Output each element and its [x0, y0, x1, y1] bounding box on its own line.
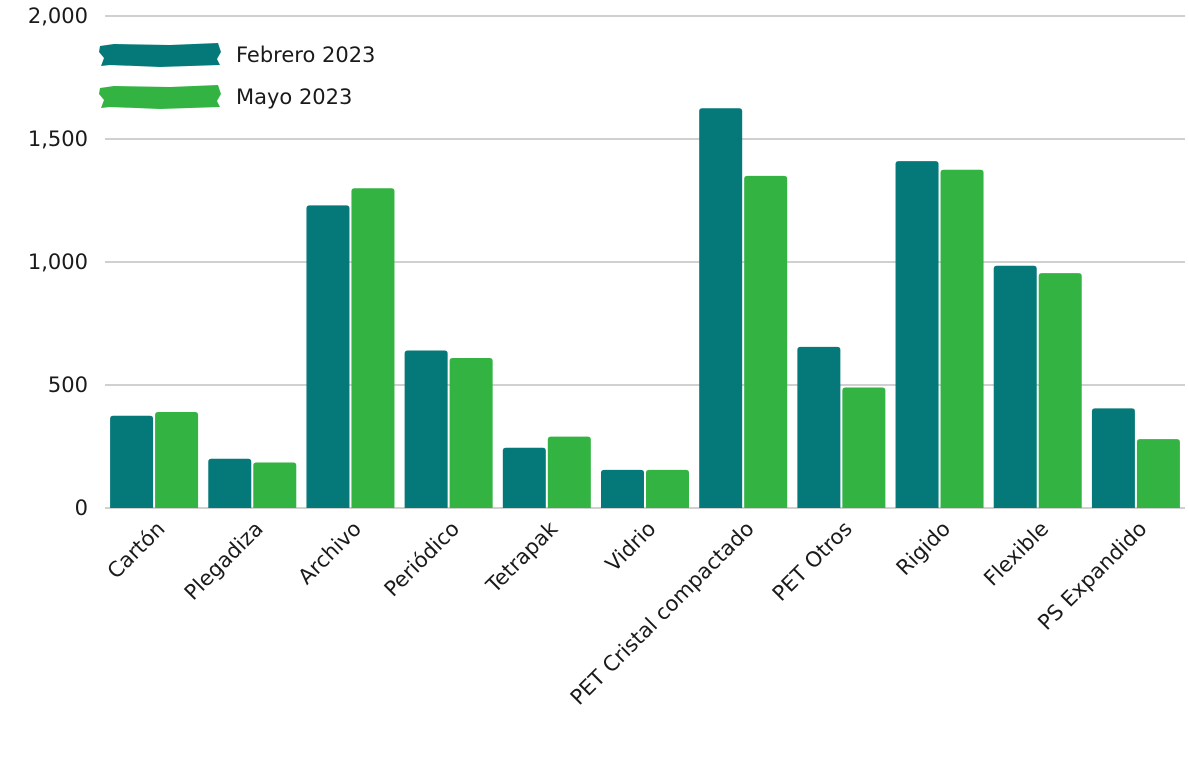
bar-mayo-7 — [842, 387, 886, 508]
x-category-label: Cartón — [103, 517, 170, 584]
x-category-label: Tetrapak — [481, 516, 563, 598]
bar-mayo-2 — [351, 188, 395, 508]
x-category-label: Flexible — [979, 517, 1053, 591]
x-category-label: Rigido — [892, 517, 955, 580]
y-tick-label: 500 — [48, 373, 88, 397]
bar-febrero-3 — [404, 350, 448, 508]
legend-swatch — [99, 85, 221, 109]
x-axis-labels: Cartón Plegadiza Archivo Periódico Tetrapak V… — [103, 516, 1152, 710]
x-category-label: Vidrio — [601, 517, 661, 577]
bar-febrero-10 — [1091, 408, 1135, 508]
y-tick-label: 1,000 — [28, 250, 88, 274]
x-category-label: Archivo — [294, 517, 366, 589]
x-category-label: PET Cristal compactado — [566, 517, 759, 710]
y-axis-ticks: 0 500 1,000 1,500 2,000 — [28, 4, 88, 520]
legend-swatch — [99, 43, 221, 67]
bar-febrero-2 — [306, 205, 350, 509]
bar-febrero-8 — [895, 161, 939, 508]
bar-mayo-5 — [646, 469, 689, 508]
bar-mayo-0 — [155, 412, 199, 508]
legend-label: Febrero 2023 — [236, 43, 375, 67]
bar-febrero-9 — [993, 265, 1037, 508]
bar-febrero-1 — [208, 458, 252, 508]
bar-febrero-6 — [699, 108, 743, 508]
y-tick-label: 2,000 — [28, 4, 88, 28]
x-category-label: Plegadiza — [180, 517, 268, 605]
y-tick-label: 0 — [75, 496, 88, 520]
bar-febrero-0 — [110, 415, 154, 508]
bar-mayo-1 — [253, 462, 297, 508]
bar-mayo-3 — [449, 357, 493, 508]
bar-mayo-10 — [1136, 439, 1180, 508]
x-category-label: PET Otros — [768, 517, 857, 606]
bar-febrero-4 — [502, 447, 546, 508]
bars — [110, 108, 1180, 509]
bar-febrero-7 — [797, 346, 841, 508]
bar-mayo-4 — [547, 436, 591, 508]
bar-mayo-6 — [744, 175, 788, 508]
legend-label: Mayo 2023 — [236, 85, 352, 109]
bar-mayo-9 — [1038, 273, 1082, 508]
bar-febrero-5 — [601, 469, 644, 508]
y-tick-label: 1,500 — [28, 127, 88, 151]
x-category-label: Periódico — [380, 517, 465, 602]
bar-mayo-8 — [940, 169, 984, 508]
legend: Febrero 2023 Mayo 2023 — [99, 43, 375, 109]
